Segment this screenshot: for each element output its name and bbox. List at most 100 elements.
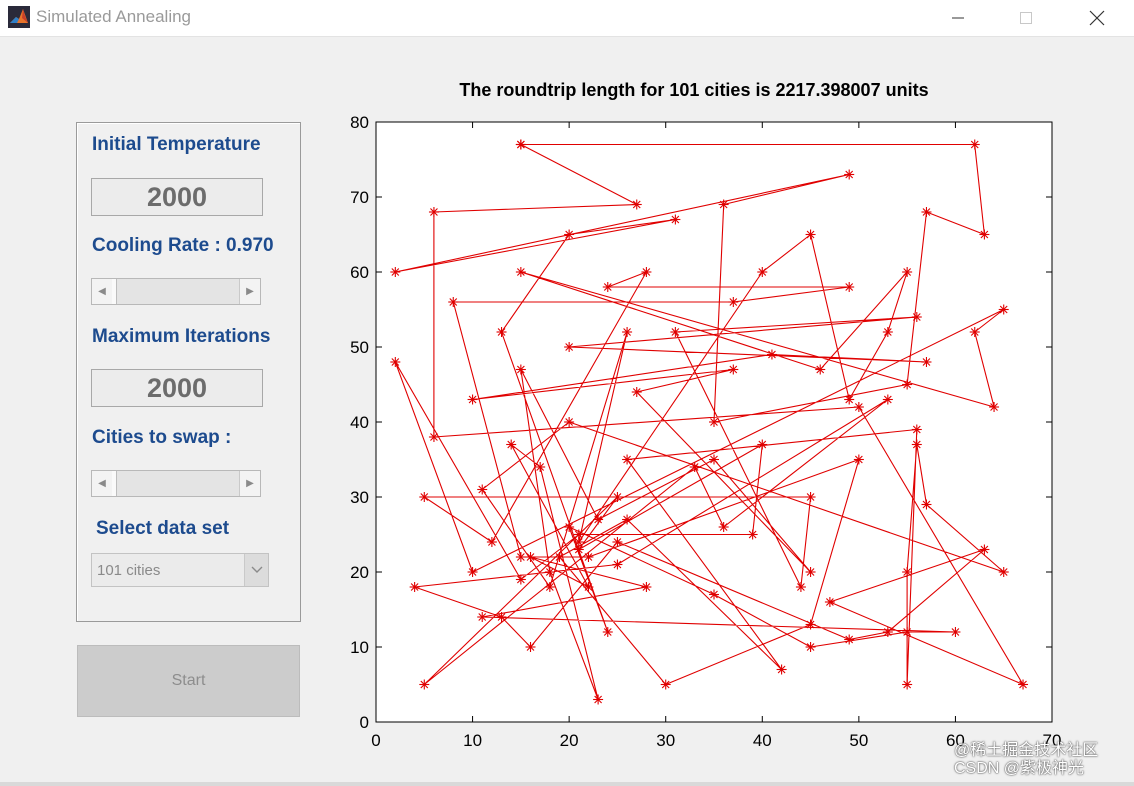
city-marker: [428, 207, 439, 217]
city-marker: [911, 312, 922, 322]
x-tick-label: 30: [656, 731, 675, 750]
city-marker: [844, 394, 855, 405]
slider-right-arrow-icon[interactable]: ▶: [239, 279, 260, 304]
city-marker: [998, 304, 1009, 315]
slider-left-arrow-icon[interactable]: ◀: [92, 471, 113, 496]
y-tick-label: 0: [360, 713, 369, 732]
city-marker: [612, 537, 623, 547]
dropdown-button[interactable]: [244, 554, 268, 586]
city-marker: [486, 537, 497, 547]
city-marker: [902, 379, 913, 390]
city-marker: [564, 417, 575, 427]
city-marker: [795, 582, 806, 592]
title-bar: Simulated Annealing: [0, 0, 1134, 37]
city-marker: [911, 424, 922, 435]
city-marker: [911, 439, 922, 450]
city-marker: [612, 559, 623, 570]
city-marker: [390, 267, 401, 277]
city-marker: [515, 364, 526, 375]
close-button[interactable]: [1074, 0, 1120, 36]
city-marker: [631, 199, 642, 210]
city-marker: [689, 462, 700, 472]
city-marker: [631, 387, 642, 397]
city-marker: [554, 552, 565, 562]
city-marker: [525, 642, 536, 652]
city-marker: [844, 282, 855, 292]
cooling-rate-slider[interactable]: ◀ ▶: [91, 278, 261, 305]
y-tick-label: 60: [350, 263, 369, 282]
city-marker: [670, 327, 681, 337]
city-marker: [535, 462, 546, 472]
initial-temperature-label: Initial Temperature: [92, 134, 261, 155]
city-marker: [622, 514, 633, 525]
slider-right-arrow-icon[interactable]: ▶: [239, 471, 260, 496]
city-marker: [573, 529, 584, 540]
y-tick-label: 80: [350, 113, 369, 132]
watermark-line-2: CSDN @紫极神光: [954, 760, 1085, 777]
city-marker: [1018, 679, 1029, 690]
city-marker: [573, 544, 584, 555]
slider-left-arrow-icon[interactable]: ◀: [92, 279, 113, 304]
route-line: [394, 143, 1024, 701]
max-iterations-field[interactable]: 2000: [91, 369, 263, 407]
city-marker: [989, 402, 1000, 412]
max-iterations-label: Maximum Iterations: [92, 326, 271, 347]
x-tick-label: 20: [560, 731, 579, 750]
minimize-button[interactable]: [935, 0, 981, 36]
city-marker: [419, 679, 430, 690]
x-tick-label: 10: [463, 731, 482, 750]
dataset-select[interactable]: 101 cities: [91, 553, 269, 587]
city-marker: [515, 552, 526, 562]
city-marker: [805, 229, 816, 240]
city-marker: [844, 634, 855, 645]
x-tick-label: 50: [849, 731, 868, 750]
initial-temperature-field[interactable]: 2000: [91, 178, 263, 216]
city-marker: [805, 642, 816, 652]
city-marker: [448, 297, 459, 307]
maximize-button[interactable]: [1003, 0, 1049, 36]
city-marker: [882, 627, 893, 637]
city-marker: [824, 597, 835, 607]
city-marker: [477, 484, 488, 495]
city-marker: [902, 679, 913, 690]
city-marker: [709, 417, 719, 427]
city-marker: [544, 567, 555, 577]
city-marker: [902, 627, 913, 637]
city-marker: [921, 499, 932, 510]
city-marker: [525, 552, 536, 562]
start-button[interactable]: Start: [77, 645, 300, 717]
city-marker: [709, 589, 719, 600]
cities-to-swap-slider[interactable]: ◀ ▶: [91, 470, 261, 497]
close-icon: [1089, 10, 1105, 26]
city-marker: [757, 267, 768, 277]
city-marker: [515, 574, 526, 585]
city-marker: [709, 454, 719, 465]
city-marker: [757, 439, 768, 450]
cooling-rate-label: Cooling Rate : 0.970: [92, 235, 274, 256]
city-marker: [641, 582, 652, 592]
city-marker: [979, 229, 990, 240]
x-tick-label: 60: [946, 731, 965, 750]
maximize-icon: [1020, 12, 1032, 24]
slider-thumb[interactable]: [112, 471, 117, 496]
x-tick-label: 0: [371, 731, 380, 750]
city-marker: [921, 357, 932, 367]
city-marker: [467, 394, 478, 405]
city-marker: [766, 349, 777, 360]
x-tick-label: 40: [753, 731, 772, 750]
city-marker: [496, 612, 507, 622]
cities-to-swap-label: Cities to swap :: [92, 427, 232, 448]
city-marker: [419, 492, 430, 502]
minimize-icon: [952, 17, 964, 19]
chart-title: The roundtrip length for 101 cities is 2…: [459, 80, 928, 100]
bottom-strip: [0, 782, 1134, 786]
city-marker: [718, 522, 729, 532]
city-marker: [805, 619, 816, 630]
city-marker: [728, 364, 739, 375]
city-marker: [969, 139, 980, 150]
city-marker: [467, 567, 478, 577]
city-marker: [641, 267, 652, 277]
city-marker: [853, 454, 864, 465]
slider-thumb[interactable]: [112, 279, 117, 304]
city-marker: [979, 544, 990, 555]
